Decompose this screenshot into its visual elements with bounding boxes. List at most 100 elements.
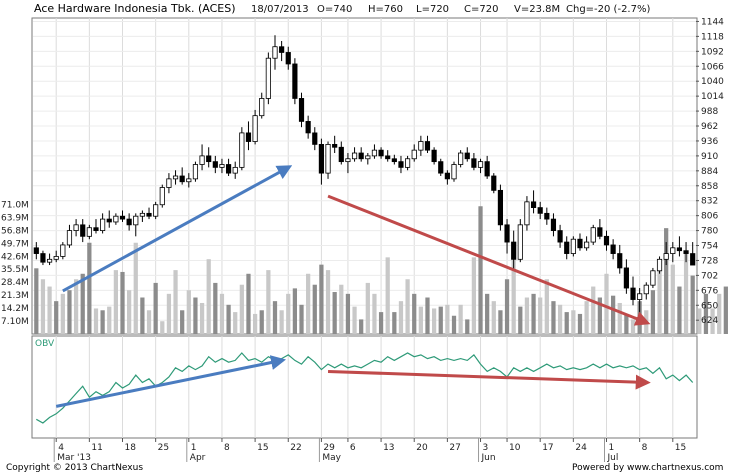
price-tick-label: 988 — [701, 107, 718, 117]
volume-bar — [107, 306, 112, 334]
volume-bar — [471, 257, 477, 334]
volume-bar — [398, 301, 404, 334]
volume-bar — [173, 270, 178, 334]
header-volume: V=23.8M — [514, 4, 560, 15]
volume-bar — [266, 270, 271, 334]
volume-bar — [650, 290, 656, 334]
candle-body — [597, 227, 603, 237]
price-tick-label: 728 — [701, 256, 718, 266]
volume-bar — [54, 301, 59, 334]
annotation-arrow-blue — [62, 165, 293, 293]
obv-line — [36, 352, 694, 424]
candle-body — [212, 161, 218, 168]
volume-bar — [73, 279, 79, 334]
candle-body — [656, 258, 663, 272]
candle-body — [272, 46, 278, 59]
x-tick-label: 8 — [224, 443, 230, 453]
candle-body — [438, 161, 444, 174]
volume-bar — [597, 297, 602, 334]
volume-bar — [438, 306, 443, 334]
volume-bar — [133, 242, 138, 334]
volume-bar — [60, 293, 65, 334]
candle-body — [139, 212, 145, 217]
volume-bar — [259, 310, 264, 334]
price-tick-label: 754 — [701, 242, 718, 252]
volume-bar — [127, 290, 132, 334]
candle-body — [590, 227, 596, 243]
candle-body — [405, 158, 411, 168]
price-tick-label: 832 — [701, 197, 718, 207]
x-tick-label: 15 — [257, 443, 268, 453]
volume-bar — [34, 268, 39, 334]
candle-body — [239, 132, 245, 168]
volume-tick-label: 21.3M — [1, 291, 29, 301]
volume-bar — [252, 313, 258, 334]
candle-body — [424, 141, 431, 151]
price-tick-label: 858 — [701, 182, 718, 192]
volume-bar — [584, 301, 589, 334]
obv-grid-lines — [55, 336, 674, 438]
candle-body — [471, 158, 477, 168]
volume-bar — [378, 312, 384, 334]
candle-body — [113, 215, 119, 223]
candle-body — [378, 149, 384, 157]
volume-bar — [113, 270, 118, 334]
candle-body — [279, 46, 285, 53]
volume-bar — [146, 310, 152, 334]
x-tick-label: 1 — [191, 443, 197, 453]
volume-bar — [325, 270, 331, 334]
candle-body — [305, 121, 311, 134]
candle-body — [650, 270, 656, 286]
volume-bar — [458, 304, 463, 334]
candle-body — [451, 164, 457, 180]
candle-body — [564, 241, 570, 254]
candle-body — [623, 267, 629, 289]
candle-body — [524, 201, 530, 226]
volume-bar — [551, 301, 556, 334]
volume-axis: 71.0M 63.9M 56.8M 49.7M 42.6M 35.5M 28.4M 21.3M… — [1, 200, 29, 327]
candle-body — [676, 247, 683, 252]
volume-bar — [664, 228, 669, 334]
volume-bar — [392, 312, 397, 334]
candle-body — [537, 207, 543, 214]
candle-body — [292, 63, 298, 99]
candle-body — [497, 189, 504, 226]
volume-bar — [624, 313, 629, 334]
volume-bar — [345, 293, 351, 334]
candle-body — [126, 218, 132, 226]
annotation-arrow-red — [327, 194, 651, 326]
candle-body — [484, 161, 490, 177]
price-tick-label: 806 — [701, 212, 718, 222]
candle-body — [206, 155, 212, 163]
candle-body — [491, 175, 497, 191]
candle-body — [179, 175, 185, 183]
candle-body — [93, 227, 99, 231]
volume-bar — [306, 273, 311, 334]
volume-bar — [723, 286, 728, 334]
x-tick-label: 1 — [608, 443, 614, 453]
candle-body — [637, 293, 643, 300]
copyright: Copyright © 2013 ChartNexus — [6, 463, 143, 472]
candles — [33, 35, 696, 317]
candle-body — [603, 235, 610, 246]
candle-body — [690, 253, 696, 266]
candle-body — [332, 143, 338, 148]
candle-body — [219, 164, 225, 168]
volume-tick-label: 71.0M — [1, 200, 29, 210]
volume-bar — [80, 273, 85, 334]
candle-body — [192, 164, 199, 180]
candle-body — [46, 258, 53, 263]
volume-bar — [239, 284, 244, 334]
month-label: May — [322, 453, 341, 463]
candle-body — [199, 155, 205, 165]
volume-bar — [272, 301, 278, 334]
annotation-arrow-red — [327, 369, 651, 390]
volume-bar — [372, 293, 377, 334]
x-tick-label: 10 — [509, 443, 521, 453]
x-tick-label: 11 — [91, 443, 102, 453]
volume-bar — [412, 293, 417, 334]
candle-body — [411, 149, 417, 160]
volume-bar — [425, 297, 430, 334]
